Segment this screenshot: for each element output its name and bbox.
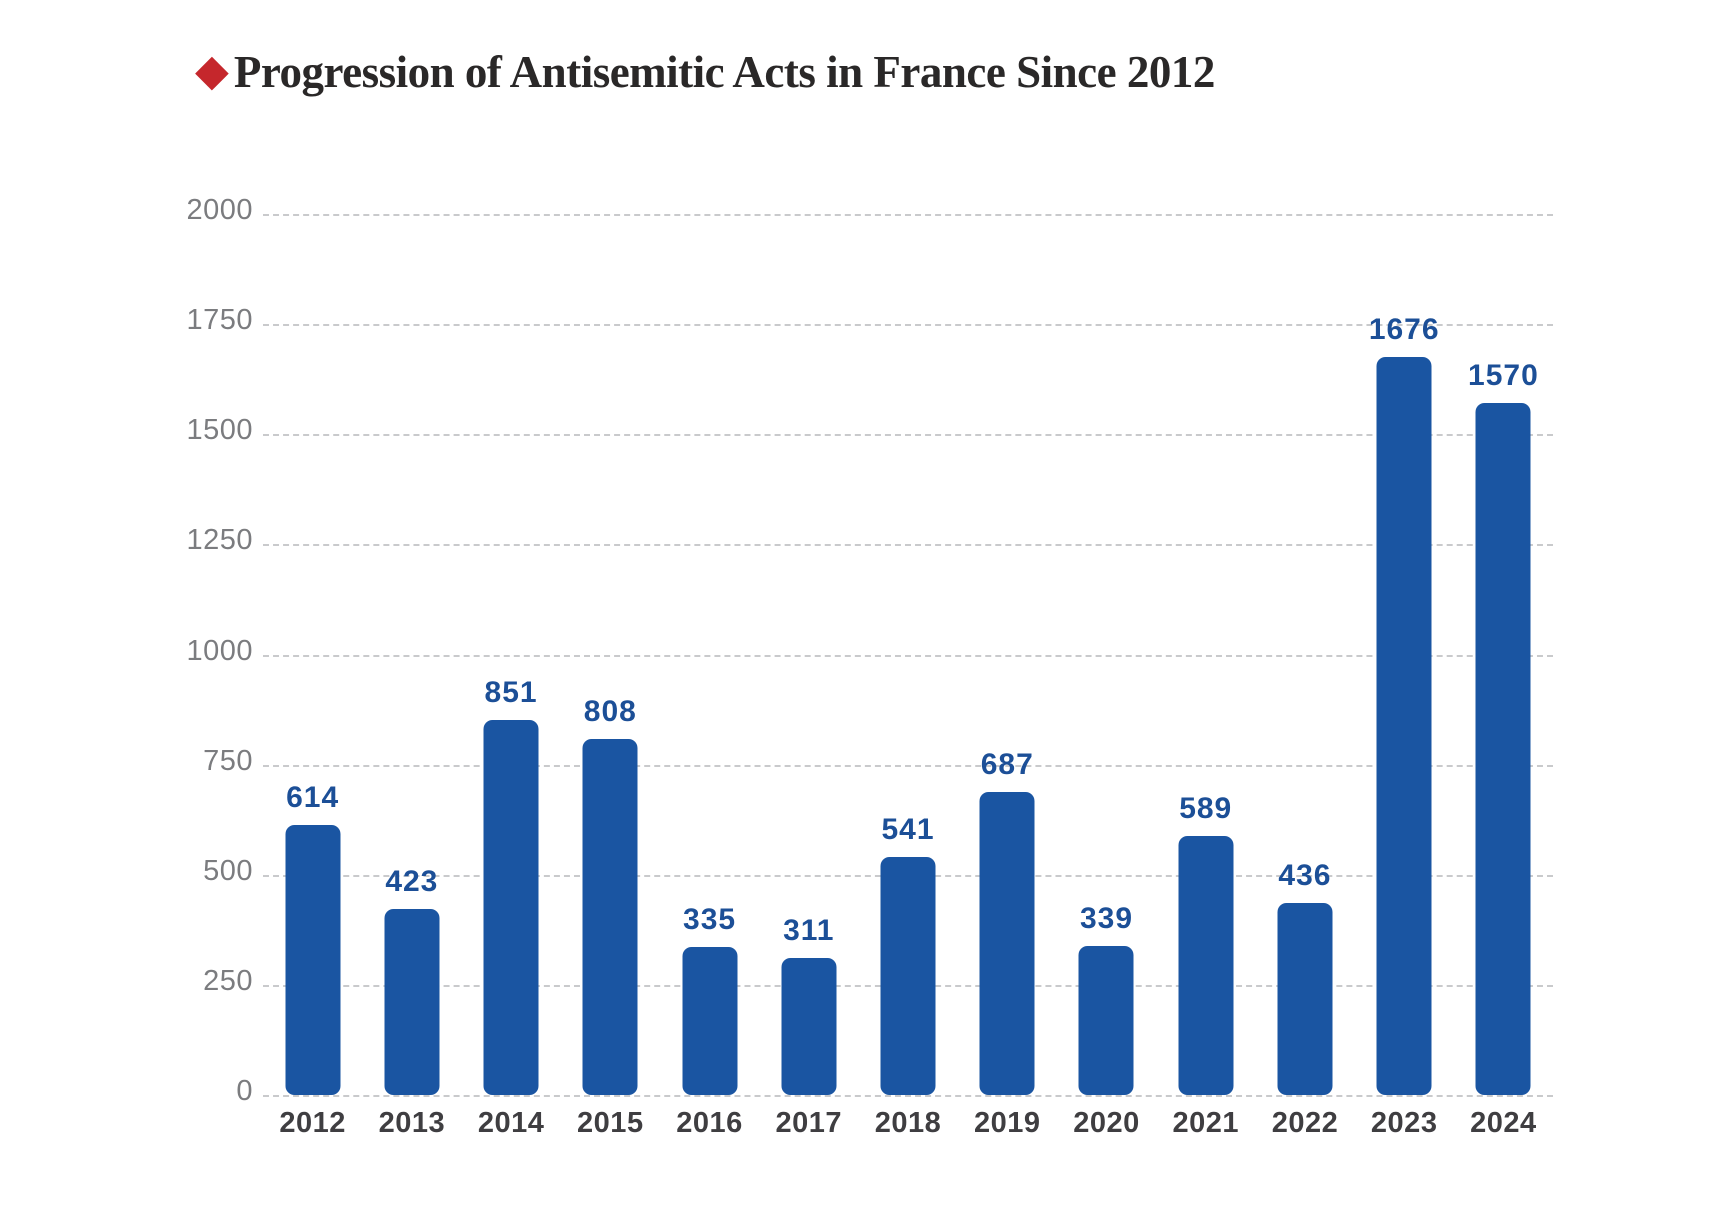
value-label-2013: 423 <box>385 864 439 898</box>
bar-slot-2012: 614 2012 <box>263 214 362 1139</box>
x-tick-label-2015: 2015 <box>577 1107 644 1139</box>
value-label-2021: 589 <box>1179 791 1233 825</box>
bar-slot-2015: 808 2015 <box>561 214 660 1139</box>
bar-slot-2018: 541 2018 <box>858 214 957 1139</box>
bar-2013 <box>384 908 440 1095</box>
y-tick-label-1500: 1500 <box>186 414 253 447</box>
x-tick-label-2016: 2016 <box>676 1107 743 1139</box>
y-tick-label-750: 750 <box>203 744 253 777</box>
value-label-2023: 1676 <box>1368 312 1440 346</box>
x-tick-label-2020: 2020 <box>1073 1107 1140 1139</box>
bar-2017 <box>781 958 837 1095</box>
bar-slot-2021: 589 2021 <box>1156 214 1255 1139</box>
gridline-1500 <box>263 434 1553 437</box>
y-tick-label-1750: 1750 <box>186 304 253 337</box>
bar-slot-2024: 1570 2024 <box>1454 214 1553 1139</box>
value-label-2014: 851 <box>484 676 538 710</box>
bar-2019 <box>979 792 1035 1095</box>
bar-slot-2022: 436 2022 <box>1255 214 1354 1139</box>
y-tick-label-1000: 1000 <box>186 634 253 667</box>
x-tick-label-2024: 2024 <box>1470 1107 1537 1139</box>
value-label-2012: 614 <box>286 780 340 814</box>
bar-slot-2016: 335 2016 <box>660 214 759 1139</box>
bar-slot-2019: 687 2019 <box>958 214 1057 1139</box>
bar-2018 <box>880 856 936 1095</box>
bars-container: 614 2012 423 2013 851 2014 808 2015 335 2016 311 20… <box>263 214 1553 1139</box>
x-tick-label-2012: 2012 <box>279 1107 346 1139</box>
y-tick-label-0: 0 <box>236 1075 253 1108</box>
y-tick-label-500: 500 <box>203 854 253 887</box>
bar-2024 <box>1475 403 1531 1095</box>
x-tick-label-2013: 2013 <box>378 1107 446 1139</box>
gridline-750 <box>263 764 1553 767</box>
value-label-2016: 335 <box>683 903 737 937</box>
bar-2022 <box>1277 902 1333 1095</box>
value-label-2015: 808 <box>583 695 637 729</box>
bar-slot-2014: 851 2014 <box>461 214 560 1139</box>
bar-slot-2023: 1676 2023 <box>1355 214 1454 1139</box>
diamond-bullet-icon: ◆ <box>195 45 229 96</box>
bar-slot-2020: 339 2020 <box>1057 214 1156 1139</box>
bar-2016 <box>682 947 738 1095</box>
value-label-2024: 1570 <box>1468 359 1539 393</box>
x-tick-label-2018: 2018 <box>874 1107 942 1139</box>
x-tick-label-2019: 2019 <box>973 1107 1041 1139</box>
chart-title-row: ◆ Progression of Antisemitic Acts in Fra… <box>195 46 1215 98</box>
x-tick-label-2023: 2023 <box>1370 1107 1438 1139</box>
value-label-2022: 436 <box>1278 858 1332 892</box>
bar-slot-2013: 423 2013 <box>362 214 461 1139</box>
y-tick-label-250: 250 <box>203 965 253 998</box>
gridline-0 <box>263 1095 1553 1097</box>
value-label-2019: 687 <box>980 748 1034 782</box>
bar-chart: 2000 1750 1500 1250 1000 750 500 250 0 614 2012 42… <box>186 194 1553 1139</box>
value-label-2018: 541 <box>881 812 935 846</box>
x-tick-label-2014: 2014 <box>477 1107 545 1139</box>
gridline-1250 <box>263 544 1553 547</box>
x-tick-label-2021: 2021 <box>1172 1107 1239 1139</box>
gridline-1000 <box>263 654 1553 657</box>
bar-slot-2017: 311 2017 <box>759 214 858 1139</box>
gridline-1750 <box>263 324 1553 327</box>
y-tick-label-2000: 2000 <box>186 194 253 227</box>
bar-2014 <box>483 720 539 1095</box>
x-tick-label-2017: 2017 <box>775 1107 843 1139</box>
bar-2020 <box>1078 945 1134 1095</box>
value-label-2017: 311 <box>783 914 835 948</box>
y-tick-label-1250: 1250 <box>186 524 253 557</box>
bar-2012 <box>285 824 341 1095</box>
page-title: Progression of Antisemitic Acts in Franc… <box>233 47 1216 97</box>
bar-2023 <box>1376 356 1432 1095</box>
gridline-2000 <box>263 214 1553 216</box>
value-label-2020: 339 <box>1079 901 1134 935</box>
bar-2015 <box>582 739 638 1095</box>
bar-2021 <box>1178 835 1234 1095</box>
x-tick-label-2022: 2022 <box>1271 1107 1339 1139</box>
